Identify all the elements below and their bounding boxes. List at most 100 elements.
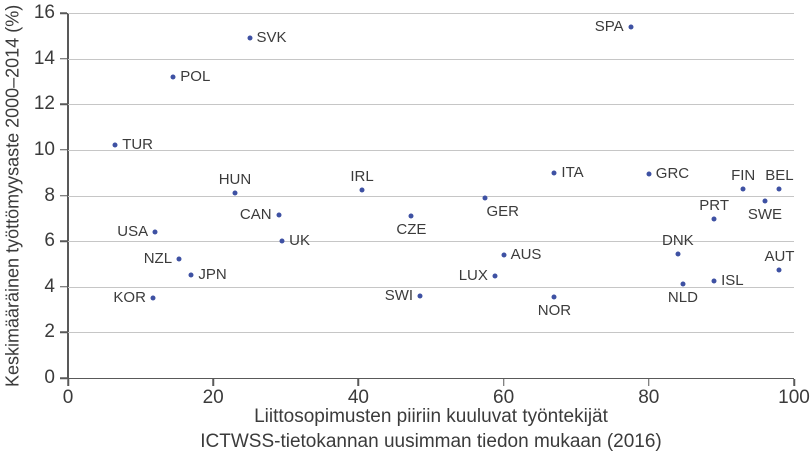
- scatter-dot: [680, 281, 686, 287]
- point-label: GER: [486, 202, 519, 220]
- point-label: TUR: [122, 136, 154, 154]
- gridline: [68, 195, 794, 197]
- scatter-dot: [417, 293, 423, 299]
- y-tick-mark: [60, 12, 67, 14]
- x-tick-label: 100: [778, 387, 810, 408]
- point-label: SWE: [747, 206, 783, 224]
- y-tick-label: 0: [44, 367, 55, 388]
- scatter-dot: [776, 267, 782, 273]
- point-label: NLD: [667, 289, 698, 307]
- x-tick-mark: [67, 379, 69, 386]
- y-tick-mark: [60, 377, 67, 379]
- x-tick-mark: [502, 379, 505, 386]
- gridline: [68, 286, 794, 288]
- scatter-dot: [276, 212, 282, 218]
- gridline: [68, 149, 794, 151]
- scatter-dot: [551, 170, 557, 176]
- x-axis-line: [67, 377, 794, 379]
- scatter-dot: [150, 295, 156, 301]
- gridline: [68, 104, 794, 106]
- point-label: NZL: [143, 250, 173, 268]
- y-tick-label: 16: [33, 2, 55, 23]
- x-tick-label: 80: [638, 387, 660, 408]
- x-tick-label: 0: [62, 387, 74, 408]
- point-label: SWI: [384, 287, 414, 305]
- scatter-dot: [492, 273, 498, 279]
- scatter-dot: [170, 74, 176, 80]
- x-axis-title: Liittosopimusten piiriin kuuluvat työnte…: [68, 404, 794, 454]
- point-label: KOR: [113, 289, 146, 307]
- x-tick-mark: [357, 379, 360, 386]
- plot-area: 0 2 4 6 8 10 12 14 16 0 20 40 60 80 100 TUR KOR USA POL NZL…: [34, 2, 810, 408]
- y-tick-mark: [60, 240, 67, 242]
- y-tick-mark: [60, 149, 67, 151]
- scatter-dot: [279, 238, 285, 244]
- y-tick-label: 14: [33, 47, 55, 69]
- x-tick-label: 40: [347, 387, 369, 408]
- gridline: [68, 58, 794, 60]
- scatter-dot: [188, 272, 194, 278]
- point-label: DNK: [661, 231, 694, 249]
- y-tick-label: 2: [44, 321, 55, 343]
- y-tick-label: 12: [33, 93, 55, 115]
- gridline: [68, 332, 794, 334]
- point-label: FIN: [731, 166, 756, 184]
- point-label: CZE: [396, 221, 427, 239]
- scatter-dot: [482, 195, 488, 201]
- scatter-dot: [247, 35, 252, 41]
- scatter-dot: [628, 24, 634, 30]
- point-label: BEL: [765, 166, 794, 184]
- scatter-dot: [675, 251, 681, 257]
- scatter-dot: [646, 171, 652, 177]
- scatter-dot: [711, 278, 717, 284]
- scatter-dot: [359, 187, 365, 193]
- y-tick-label: 8: [44, 184, 55, 206]
- point-label: POL: [180, 68, 211, 86]
- scatter-dot: [176, 256, 182, 262]
- gridline: [68, 13, 794, 14]
- scatter-dot: [408, 213, 414, 219]
- scatter-dot: [112, 142, 118, 148]
- y-axis-title: Keskimääräinen työttömyysaste 2000–2014 …: [2, 4, 23, 388]
- point-label: USA: [117, 223, 149, 241]
- x-tick-mark: [648, 379, 650, 386]
- point-label: SPA: [594, 17, 624, 35]
- y-tick-mark: [60, 103, 67, 105]
- point-label: HUN: [218, 171, 252, 189]
- x-axis-title-line1: Liittosopimusten piiriin kuuluvat työnte…: [254, 406, 608, 427]
- y-tick-label: 10: [33, 138, 55, 160]
- point-label: ITA: [561, 163, 584, 181]
- point-label: SVK: [256, 29, 287, 47]
- scatter-dot: [740, 186, 746, 192]
- y-tick-mark: [60, 331, 67, 334]
- y-tick-mark: [60, 57, 67, 60]
- scatter-dot: [232, 190, 238, 196]
- point-label: NOR: [537, 302, 572, 320]
- scatter-dot: [152, 229, 158, 235]
- point-label: AUT: [764, 247, 795, 265]
- scatter-dot: [776, 186, 782, 192]
- scatter-dot: [501, 252, 507, 258]
- point-label: LUX: [458, 267, 488, 285]
- gridline: [68, 241, 794, 243]
- point-label: JPN: [198, 266, 227, 284]
- point-label: GRC: [655, 164, 690, 182]
- point-label: AUS: [510, 245, 542, 263]
- y-tick-label: 4: [44, 275, 55, 297]
- point-label: UK: [289, 232, 310, 250]
- x-tick-mark: [212, 379, 214, 386]
- x-axis-title-line2: ICTWSS-tietokannan uusimman tiedon mukaa…: [200, 431, 662, 452]
- scatter-dot: [762, 198, 768, 204]
- point-label: IRL: [350, 167, 374, 185]
- x-tick-mark: [793, 379, 795, 386]
- y-tick-mark: [60, 194, 67, 197]
- x-tick-label: 60: [493, 387, 515, 408]
- point-label: PRT: [699, 197, 729, 215]
- y-tick-mark: [60, 286, 67, 288]
- point-label: CAN: [239, 206, 272, 224]
- scatter-dot: [711, 216, 717, 222]
- scatter-dot: [551, 294, 557, 300]
- point-label: ISL: [721, 272, 744, 290]
- y-axis-line: [67, 13, 69, 378]
